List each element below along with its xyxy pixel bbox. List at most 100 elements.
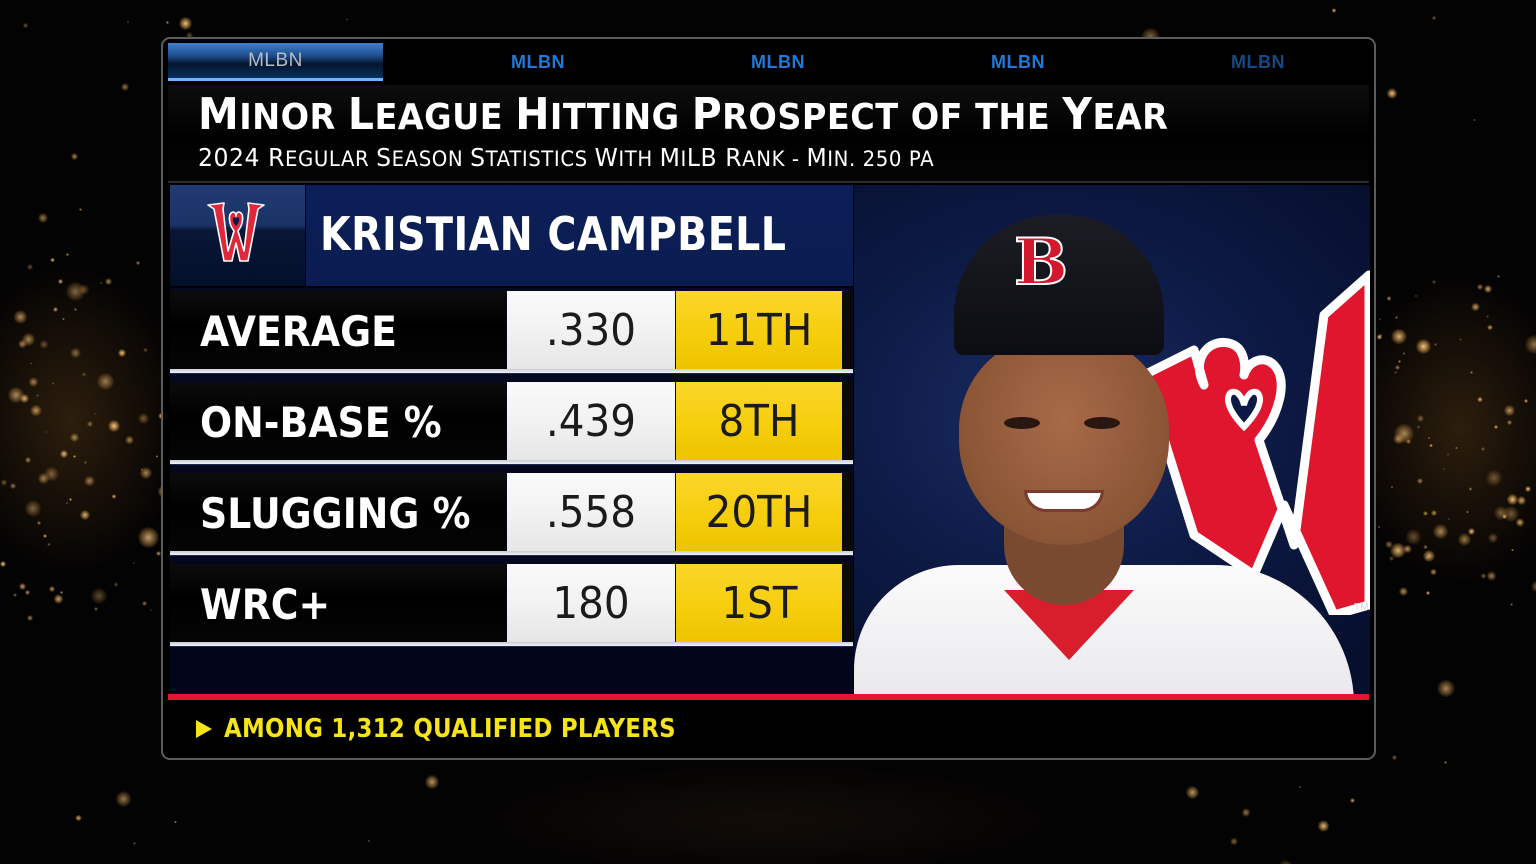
network-tab-label: MLBN	[1231, 51, 1285, 72]
sparkle-dot	[52, 306, 58, 312]
stat-rank: 11TH	[705, 304, 813, 356]
sparkle-dot	[346, 18, 349, 21]
sparkle-dot	[139, 467, 152, 480]
title-part: ITTING	[549, 97, 692, 138]
subtitle-part: ANK -	[742, 147, 807, 171]
sparkle-dot	[1530, 580, 1536, 593]
sparkle-dot	[1493, 425, 1498, 429]
sparkle-dot	[1481, 573, 1487, 579]
sparkle-dot	[0, 479, 8, 487]
sparkle-dot	[1468, 487, 1472, 491]
player-name: KRISTIAN CAMPBELL	[320, 207, 787, 261]
sparkle-dot	[1278, 859, 1294, 864]
sparkle-dot	[60, 591, 63, 594]
sparkle-dot	[87, 421, 94, 428]
sparkle-dot	[137, 526, 160, 549]
sparkle-dot	[150, 608, 153, 612]
network-tab-label: MLBN	[248, 49, 303, 71]
sparkle-dot	[1473, 118, 1476, 122]
smile-shape	[1024, 490, 1104, 512]
sparkle-dot	[1317, 820, 1329, 832]
sparkle-dot	[29, 362, 32, 365]
sparkle-dot	[155, 455, 159, 459]
sparkle-dot	[1416, 414, 1425, 423]
sparkle-dot	[78, 207, 82, 211]
sparkle-dot	[37, 520, 42, 526]
sparkle-dot	[37, 473, 49, 485]
sparkle-dot	[69, 498, 72, 501]
network-tab-label: MLBN	[991, 51, 1045, 72]
sparkle-dot	[1423, 549, 1436, 562]
stat-value: .330	[545, 304, 637, 356]
sparkle-dot	[1433, 523, 1449, 539]
sparkle-dot	[1376, 334, 1383, 340]
sparkle-dot	[99, 281, 102, 284]
sparkle-dot	[115, 791, 131, 807]
sparkle-dot	[126, 21, 129, 24]
sparkle-dot	[91, 588, 108, 605]
sparkle-dot	[1394, 316, 1398, 320]
stat-value: .439	[545, 395, 637, 447]
subtitle-part: M	[806, 143, 828, 172]
player-photo: TM B	[854, 185, 1370, 696]
sparkle-dot	[1402, 351, 1406, 355]
sparkle-dot	[1394, 371, 1398, 375]
title-part: L	[347, 89, 375, 140]
sparkle-dot	[1399, 586, 1409, 596]
subtitle-part: S	[376, 143, 392, 172]
sparkle-dot	[25, 590, 30, 595]
stat-value: 180	[552, 577, 630, 629]
sparkle-dot	[47, 542, 52, 547]
sparkle-dot	[1405, 438, 1412, 445]
sparkle-dot	[1298, 785, 1301, 788]
row-edge	[842, 291, 853, 369]
sparkle-dot	[28, 377, 38, 387]
title-part: Y	[1062, 89, 1093, 140]
sparkle-dot	[178, 16, 193, 30]
sparkle-dot	[26, 263, 34, 271]
subtitle-part: IN. 250 PA	[827, 147, 935, 171]
sparkle-dot	[1429, 443, 1433, 448]
stat-value: .558	[545, 486, 637, 538]
row-divider	[170, 551, 853, 556]
sparkle-dot	[1480, 447, 1485, 451]
sparkle-dot	[1403, 544, 1412, 554]
sparkle-dot	[1455, 447, 1458, 450]
network-tab-3: MLBN	[708, 43, 848, 81]
sparkle-dot	[19, 394, 29, 404]
sparkle-dot	[1392, 754, 1397, 760]
sparkle-dot	[132, 561, 136, 565]
sparkle-dot	[1507, 494, 1519, 506]
row-divider	[170, 369, 853, 374]
sparkle-dot	[1398, 359, 1402, 363]
stat-label-cell: AVERAGE	[170, 291, 506, 369]
sparkle-dot	[1185, 786, 1199, 799]
sparkle-dot	[1241, 808, 1251, 817]
title-part: P	[691, 89, 723, 140]
stats-table: AVERAGE .330 11TH ON-BASE % .439 8TH SLU…	[170, 288, 853, 696]
stat-row-slugging: SLUGGING % .558 20TH	[170, 470, 853, 557]
sparkle-dot	[70, 433, 79, 443]
sparkle-dot	[1524, 485, 1532, 493]
sparkle-dot	[0, 561, 6, 567]
sparkle-dot	[1468, 528, 1476, 536]
sparkle-dot	[1515, 518, 1525, 527]
subtitle-part: ITH	[618, 147, 660, 171]
sparkle-dot	[25, 457, 31, 463]
sparkle-dot	[1385, 540, 1393, 549]
row-edge	[842, 382, 853, 460]
sparkle-dot	[97, 373, 115, 391]
sparkle-dot	[74, 307, 77, 311]
sparkle-dot	[1422, 510, 1429, 517]
sparkle-dot	[1389, 555, 1395, 561]
title-band: MINOR LEAGUE HITTING PROSPECT OF THE YEA…	[168, 85, 1369, 183]
subtitle-part: S	[470, 143, 486, 172]
eye-shape	[1084, 417, 1120, 429]
sparkle-dot	[1425, 591, 1430, 596]
play-triangle-icon	[196, 720, 212, 738]
sparkle-dot	[1477, 396, 1484, 403]
sparkle-dot	[12, 592, 18, 598]
stat-value-cell: .439	[507, 382, 675, 460]
network-tab-bar: MLBN MLBN MLBN MLBN MLBN	[168, 43, 1369, 81]
sparkle-dot	[108, 419, 121, 432]
